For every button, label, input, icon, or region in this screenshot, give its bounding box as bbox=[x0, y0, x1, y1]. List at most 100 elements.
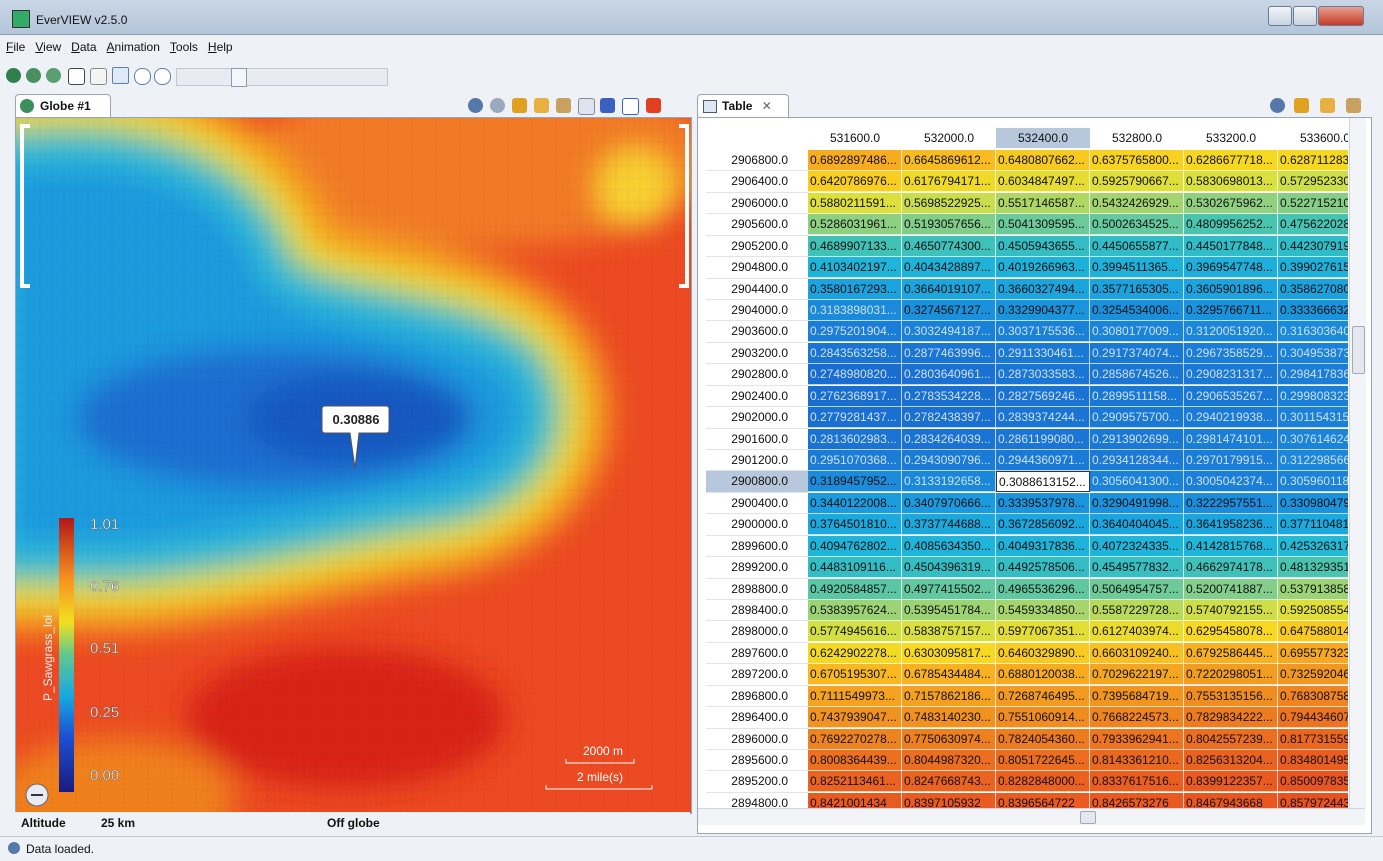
close-button[interactable] bbox=[1318, 6, 1364, 26]
table-cell[interactable]: 0.6375765800... bbox=[1090, 150, 1184, 171]
table-cell[interactable]: 0.6127403974... bbox=[1090, 621, 1184, 642]
table-cell[interactable]: 0.7551060914... bbox=[996, 707, 1090, 728]
table-cell[interactable]: 0.8282848000... bbox=[996, 771, 1090, 792]
table-cell[interactable]: 0.3088613152... bbox=[996, 471, 1090, 492]
table-cell[interactable]: 0.3339537978... bbox=[996, 493, 1090, 514]
lock2-button[interactable] bbox=[534, 98, 549, 113]
row-header[interactable]: 2896000.0 bbox=[706, 729, 808, 750]
table-cell[interactable]: 0.8042557239... bbox=[1184, 729, 1278, 750]
table-cell[interactable]: 0.3664019107... bbox=[902, 279, 996, 300]
table-cell[interactable]: 0.4142815768... bbox=[1184, 536, 1278, 557]
table-cell[interactable]: 0.5838757157... bbox=[902, 621, 996, 642]
table-cell[interactable]: 0.7824054360... bbox=[996, 729, 1090, 750]
table-cell[interactable]: 0.3407970666... bbox=[902, 493, 996, 514]
row-header[interactable]: 2897200.0 bbox=[706, 664, 808, 685]
table-cell[interactable]: 0.2779281437... bbox=[808, 407, 902, 428]
table-cell[interactable]: 0.3163036406. bbox=[1278, 321, 1348, 342]
table-cell[interactable]: 0.2913902699... bbox=[1090, 429, 1184, 450]
table-cell[interactable]: 0.3274567127... bbox=[902, 300, 996, 321]
table-cell[interactable]: 0.4043428897... bbox=[902, 257, 996, 278]
table-cell[interactable]: 0.5002634525... bbox=[1090, 214, 1184, 235]
table-cell[interactable]: 0.2813602983... bbox=[808, 429, 902, 450]
table-cell[interactable]: 0.8399122357... bbox=[1184, 771, 1278, 792]
table-cell[interactable]: 0.6792586445... bbox=[1184, 643, 1278, 664]
table-cell[interactable]: 0.6955773234. bbox=[1278, 643, 1348, 664]
layout2-button[interactable] bbox=[90, 68, 107, 85]
table-cell[interactable]: 0.8051722645... bbox=[996, 750, 1090, 771]
table-cell[interactable]: 0.8421001434 bbox=[808, 793, 902, 808]
table-cell[interactable]: 0.2834264039... bbox=[902, 429, 996, 450]
table-cell[interactable]: 0.8396564722 bbox=[996, 793, 1090, 808]
table-cell[interactable]: 0.4450655877... bbox=[1090, 236, 1184, 257]
table-cell[interactable]: 0.3640404045... bbox=[1090, 514, 1184, 535]
table-cell[interactable]: 0.2909575700... bbox=[1090, 407, 1184, 428]
table-cell[interactable]: 0.7268746495... bbox=[996, 686, 1090, 707]
row-header[interactable]: 2902400.0 bbox=[706, 386, 808, 407]
table-cell[interactable]: 0.4450177848... bbox=[1184, 236, 1278, 257]
table-cell[interactable]: 0.4505943655... bbox=[996, 236, 1090, 257]
table-cell[interactable]: 0.4920584857... bbox=[808, 579, 902, 600]
table-cell[interactable]: 0.2803640961... bbox=[902, 364, 996, 385]
table-cell[interactable]: 0.6892897486... bbox=[808, 150, 902, 171]
table-cell[interactable]: 0.3080177009... bbox=[1090, 321, 1184, 342]
table-cell[interactable]: 0.3037175536... bbox=[996, 321, 1090, 342]
table-cell[interactable]: 0.2782438397... bbox=[902, 407, 996, 428]
table-cell[interactable]: 0.5774945616... bbox=[808, 621, 902, 642]
table-cell[interactable]: 0.2783534228... bbox=[902, 386, 996, 407]
table-cell[interactable]: 0.8467943668 bbox=[1184, 793, 1278, 808]
row-header[interactable]: 2905600.0 bbox=[706, 214, 808, 235]
row-header[interactable]: 2898000.0 bbox=[706, 621, 808, 642]
table-cell[interactable]: 0.7750630974... bbox=[902, 729, 996, 750]
table-cell[interactable]: 0.7829834222... bbox=[1184, 707, 1278, 728]
data-table[interactable]: 531600.0532000.0532400.0532800.0533200.0… bbox=[698, 118, 1348, 808]
table-cell[interactable]: 0.4662974178... bbox=[1184, 557, 1278, 578]
table-tab[interactable]: Table ✕ bbox=[697, 94, 789, 117]
table-cell[interactable]: 0.8500978350. bbox=[1278, 771, 1348, 792]
table-cell[interactable]: 0.5459334850... bbox=[996, 600, 1090, 621]
table-cell[interactable]: 0.6034847497... bbox=[996, 171, 1090, 192]
table-cell[interactable]: 0.5729523301. bbox=[1278, 171, 1348, 192]
globe-remove-button[interactable] bbox=[46, 68, 61, 83]
table-cell[interactable]: 0.5698522925... bbox=[902, 193, 996, 214]
export-button[interactable] bbox=[1346, 98, 1361, 113]
menu-item[interactable]: Animation bbox=[107, 40, 160, 54]
table-cell[interactable]: 0.3290491998... bbox=[1090, 493, 1184, 514]
minimize-button[interactable] bbox=[1268, 6, 1292, 26]
table-cell[interactable]: 0.5925085544. bbox=[1278, 600, 1348, 621]
layout-button[interactable] bbox=[68, 68, 85, 85]
table-cell[interactable]: 0.2861199080... bbox=[996, 429, 1090, 450]
row-header[interactable]: 2902800.0 bbox=[706, 364, 808, 385]
row-header[interactable]: 2906000.0 bbox=[706, 193, 808, 214]
table-cell[interactable]: 0.3580167293... bbox=[808, 279, 902, 300]
row-header[interactable]: 2906400.0 bbox=[706, 171, 808, 192]
row-header[interactable]: 2901600.0 bbox=[706, 429, 808, 450]
stop-button[interactable] bbox=[112, 67, 129, 84]
menu-item[interactable]: Help bbox=[208, 40, 233, 54]
table-cell[interactable]: 0.5302675962... bbox=[1184, 193, 1278, 214]
scroll-thumb[interactable] bbox=[1080, 811, 1096, 824]
menu-item[interactable]: Data bbox=[71, 40, 96, 54]
globe-add-button[interactable] bbox=[26, 68, 41, 83]
table-cell[interactable]: 0.6286677718... bbox=[1184, 150, 1278, 171]
table-cell[interactable]: 0.6480807662... bbox=[996, 150, 1090, 171]
column-header[interactable]: 533600.0 bbox=[1278, 128, 1348, 148]
table-cell[interactable]: 0.2940219938... bbox=[1184, 407, 1278, 428]
row-header[interactable]: 2903200.0 bbox=[706, 343, 808, 364]
column-header[interactable]: 533200.0 bbox=[1184, 128, 1278, 148]
table-cell[interactable]: 0.3056041300... bbox=[1090, 471, 1184, 492]
time-slider[interactable] bbox=[176, 68, 388, 86]
table-cell[interactable]: 0.5227152109. bbox=[1278, 193, 1348, 214]
table-cell[interactable]: 0.5830698013... bbox=[1184, 171, 1278, 192]
table-cell[interactable]: 0.6705195307... bbox=[808, 664, 902, 685]
table-cell[interactable]: 0.5200741887... bbox=[1184, 579, 1278, 600]
tab-close[interactable]: ✕ bbox=[762, 99, 772, 113]
row-header[interactable]: 2895600.0 bbox=[706, 750, 808, 771]
table-cell[interactable]: 0.8337617516... bbox=[1090, 771, 1184, 792]
info-button[interactable] bbox=[1270, 98, 1285, 113]
table-cell[interactable]: 0.3333666324. bbox=[1278, 300, 1348, 321]
table-cell[interactable]: 0.4085634350... bbox=[902, 536, 996, 557]
table-cell[interactable]: 0.3049538731. bbox=[1278, 343, 1348, 364]
table-cell[interactable]: 0.8579724431 bbox=[1278, 793, 1348, 808]
row-header[interactable]: 2901200.0 bbox=[706, 450, 808, 471]
table-cell[interactable]: 0.8426573276 bbox=[1090, 793, 1184, 808]
